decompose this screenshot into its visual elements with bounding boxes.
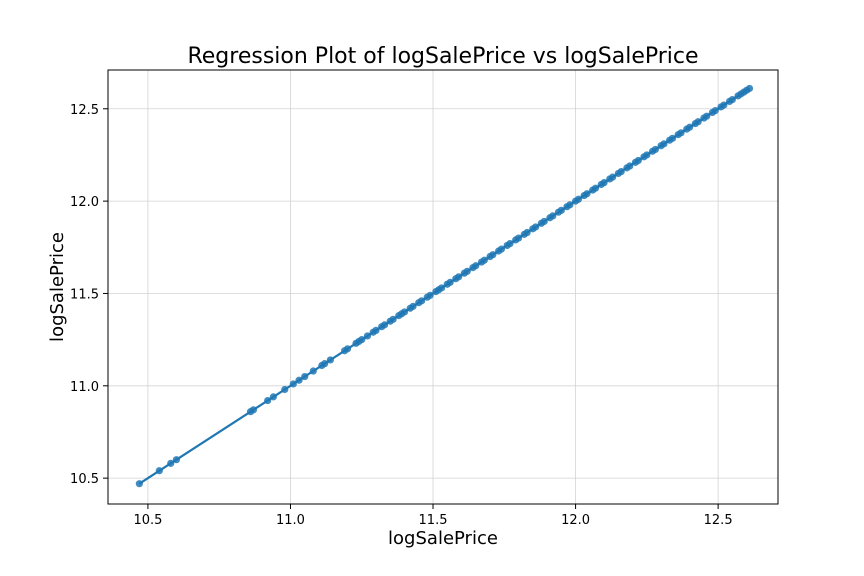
x-tick-label: 10.5 <box>133 513 162 528</box>
y-axis-label: logSalePrice <box>47 232 68 342</box>
y-tick-label: 11.0 <box>70 380 99 395</box>
chart-title: Regression Plot of logSalePrice vs logSa… <box>187 44 698 69</box>
y-tick-label: 12.0 <box>70 195 99 210</box>
x-tick-label: 11.5 <box>419 513 448 528</box>
scatter-points <box>135 84 754 488</box>
regression-line <box>138 87 751 485</box>
x-axis-ticks: 10.5 11.0 11.5 12.0 12.5 <box>133 504 733 528</box>
plot-frame <box>107 69 779 505</box>
y-tick-label: 12.5 <box>70 103 99 118</box>
x-axis-label: logSalePrice <box>388 528 498 549</box>
y-tick-label: 10.5 <box>70 472 99 487</box>
y-tick-label: 11.5 <box>70 287 99 302</box>
y-axis-ticks: 10.5 11.0 11.5 12.0 12.5 <box>70 103 108 487</box>
x-tick-label: 11.0 <box>276 513 305 528</box>
x-tick-label: 12.0 <box>561 513 590 528</box>
grid-lines <box>108 70 778 504</box>
x-tick-label: 12.5 <box>704 513 733 528</box>
